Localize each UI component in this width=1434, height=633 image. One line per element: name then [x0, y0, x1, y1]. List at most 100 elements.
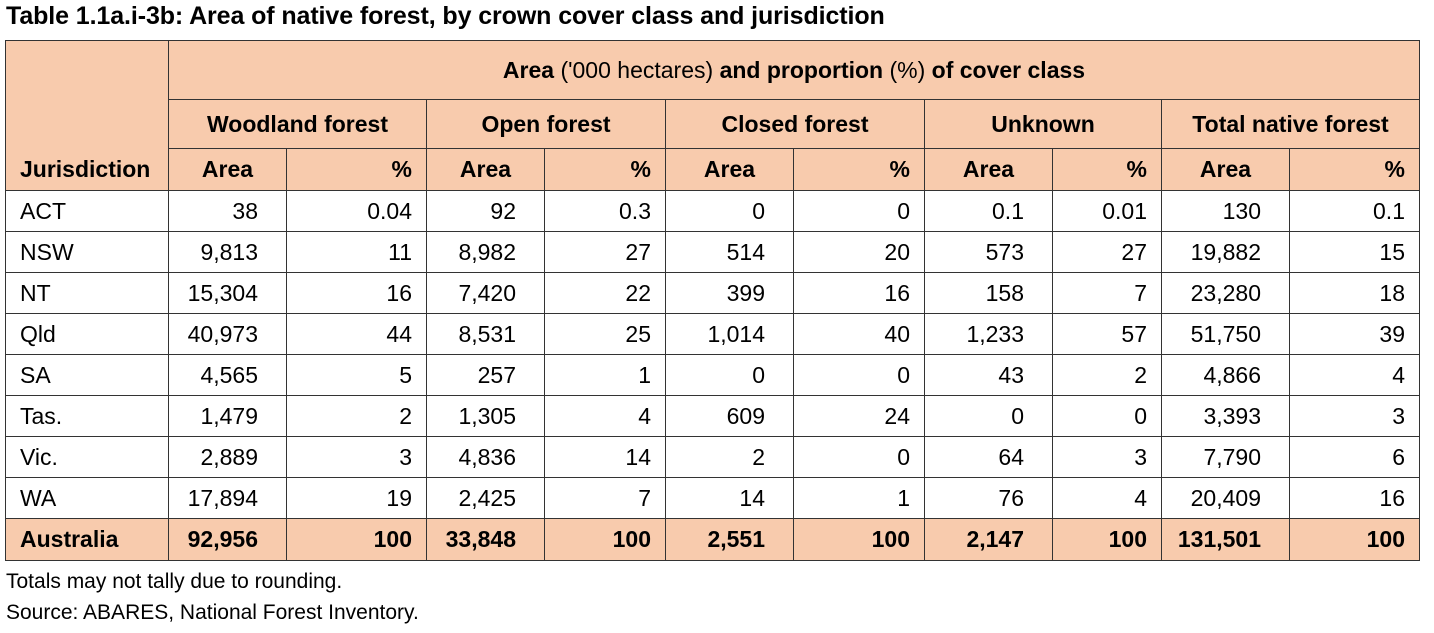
pct-cell: 6 [1289, 436, 1420, 478]
pct-cell: 40 [793, 313, 925, 355]
pct-cell: 2 [286, 395, 427, 437]
area-cell: 33,848 [426, 518, 545, 561]
pct-cell: 100 [793, 518, 925, 561]
area-col-header: Area [426, 148, 545, 191]
area-cell: 40,973 [168, 313, 287, 355]
pct-cell: 1 [793, 477, 925, 519]
pct-cell: 4 [1289, 354, 1420, 396]
class-header-open: Open forest [426, 99, 666, 149]
area-cell: 2,889 [168, 436, 287, 478]
pct-cell: 5 [286, 354, 427, 396]
table-row: ACT 38 0.04 92 0.3 0 0 0.1 0.01 130 0.1 [5, 190, 1420, 232]
area-cell: 7,790 [1161, 436, 1290, 478]
pct-col-header: % [544, 148, 666, 191]
table-row: NSW 9,813 11 8,982 27 514 20 573 27 19,882 15 [5, 231, 1420, 273]
pct-cell: 11 [286, 231, 427, 273]
pct-cell: 14 [544, 436, 666, 478]
class-header-woodland: Woodland forest [168, 99, 427, 149]
table-row: WA 17,894 19 2,425 7 14 1 76 4 20,409 16 [5, 477, 1420, 519]
area-col-header: Area [1161, 148, 1290, 191]
pct-cell: 4 [1052, 477, 1162, 519]
area-cell: 399 [665, 272, 794, 314]
area-cell: 23,280 [1161, 272, 1290, 314]
jurisdiction-cell: Qld [5, 313, 169, 355]
area-cell: 4,836 [426, 436, 545, 478]
area-cell: 1,479 [168, 395, 287, 437]
area-cell: 51,750 [1161, 313, 1290, 355]
pct-cell: 22 [544, 272, 666, 314]
jurisdiction-cell: WA [5, 477, 169, 519]
pct-cell: 3 [1052, 436, 1162, 478]
pct-col-header: % [286, 148, 427, 191]
pct-cell: 2 [1052, 354, 1162, 396]
pct-col-header: % [1052, 148, 1162, 191]
area-cell: 2,425 [426, 477, 545, 519]
area-cell: 1,233 [924, 313, 1053, 355]
area-cell: 19,882 [1161, 231, 1290, 273]
area-cell: 9,813 [168, 231, 287, 273]
area-cell: 0 [665, 190, 794, 232]
area-cell: 573 [924, 231, 1053, 273]
area-cell: 8,531 [426, 313, 545, 355]
class-header-unknown: Unknown [924, 99, 1162, 149]
pct-cell: 0.1 [1289, 190, 1420, 232]
area-cell: 2 [665, 436, 794, 478]
total-row: Australia 92,956 100 33,848 100 2,551 100 2,147… [5, 518, 1420, 561]
pct-cell: 0 [793, 354, 925, 396]
area-cell: 17,894 [168, 477, 287, 519]
area-cell: 609 [665, 395, 794, 437]
area-cell: 514 [665, 231, 794, 273]
jurisdiction-cell: Vic. [5, 436, 169, 478]
area-cell: 2,147 [924, 518, 1053, 561]
area-cell: 92,956 [168, 518, 287, 561]
pct-cell: 16 [1289, 477, 1420, 519]
pct-cell: 20 [793, 231, 925, 273]
table-row: Tas. 1,479 2 1,305 4 609 24 0 0 3,393 3 [5, 395, 1420, 437]
pct-cell: 16 [793, 272, 925, 314]
pct-cell: 57 [1052, 313, 1162, 355]
class-header-closed: Closed forest [665, 99, 925, 149]
table-notes: Totals may not tally due to rounding. So… [6, 566, 419, 628]
area-col-header: Area [168, 148, 287, 191]
pct-cell: 27 [544, 231, 666, 273]
area-cell: 92 [426, 190, 545, 232]
table-row: NT 15,304 16 7,420 22 399 16 158 7 23,280 18 [5, 272, 1420, 314]
area-cell: 131,501 [1161, 518, 1290, 561]
area-cell: 15,304 [168, 272, 287, 314]
pct-cell: 0 [793, 190, 925, 232]
forest-area-table: Jurisdiction Area ('000 hectares) and pr… [5, 40, 1420, 561]
pct-cell: 100 [1052, 518, 1162, 561]
pct-cell: 44 [286, 313, 427, 355]
area-cell: 43 [924, 354, 1053, 396]
group-header: Area ('000 hectares) and proportion (%) … [168, 40, 1420, 100]
area-cell: 64 [924, 436, 1053, 478]
note-source: Source: ABARES, National Forest Inventor… [6, 601, 419, 624]
area-cell: 0 [665, 354, 794, 396]
area-cell: 7,420 [426, 272, 545, 314]
table-title: Table 1.1a.i-3b: Area of native forest, … [6, 2, 885, 30]
pct-cell: 0 [1052, 395, 1162, 437]
area-cell: 2,551 [665, 518, 794, 561]
pct-cell: 0 [793, 436, 925, 478]
pct-cell: 18 [1289, 272, 1420, 314]
pct-col-header: % [793, 148, 925, 191]
area-cell: 3,393 [1161, 395, 1290, 437]
pct-cell: 0.01 [1052, 190, 1162, 232]
area-cell: 130 [1161, 190, 1290, 232]
pct-cell: 100 [286, 518, 427, 561]
pct-cell: 25 [544, 313, 666, 355]
pct-cell: 39 [1289, 313, 1420, 355]
table-row: SA 4,565 5 257 1 0 0 43 2 4,866 4 [5, 354, 1420, 396]
area-col-header: Area [924, 148, 1053, 191]
pct-cell: 24 [793, 395, 925, 437]
pct-cell: 0.3 [544, 190, 666, 232]
pct-cell: 4 [544, 395, 666, 437]
table-row: Qld 40,973 44 8,531 25 1,014 40 1,233 57 51,750 39 [5, 313, 1420, 355]
area-cell: 158 [924, 272, 1053, 314]
pct-cell: 100 [1289, 518, 1420, 561]
pct-cell: 7 [544, 477, 666, 519]
area-cell: 257 [426, 354, 545, 396]
pct-cell: 3 [1289, 395, 1420, 437]
area-cell: 4,866 [1161, 354, 1290, 396]
pct-cell: 3 [286, 436, 427, 478]
